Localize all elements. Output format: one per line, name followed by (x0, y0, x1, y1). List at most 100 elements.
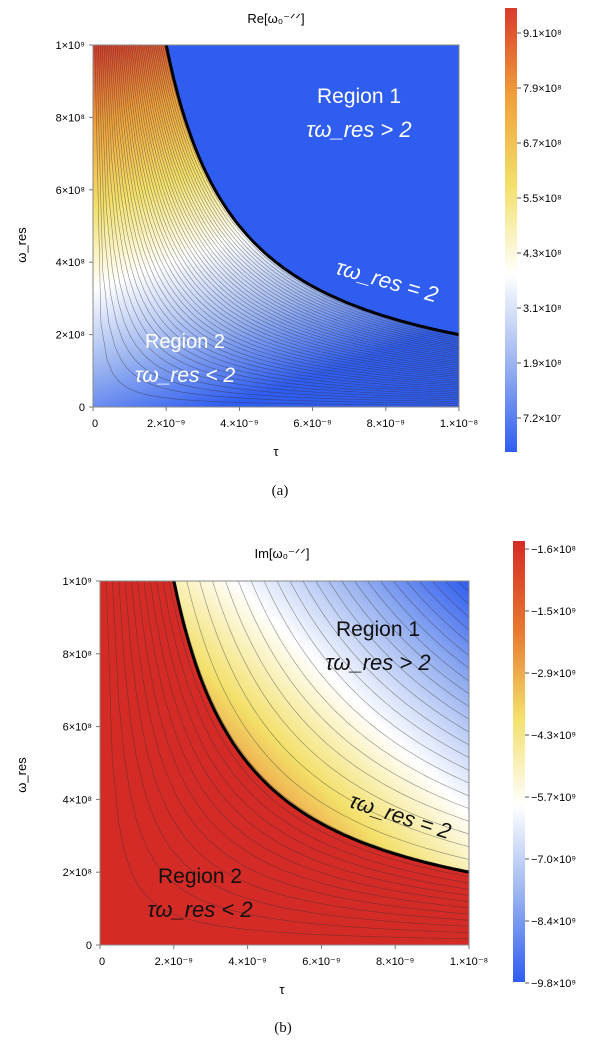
a-contour-line (131, 45, 459, 370)
b-contour-line (469, 426, 613, 581)
panel-b-caption: (b) (274, 1020, 292, 1036)
panel-a-y-label: ω_res (14, 227, 29, 263)
b-contour-line (137, 581, 469, 909)
b-y-tick-label: 4×10⁸ (63, 794, 92, 806)
a-contour-line (138, 45, 459, 363)
a-x-tick-label: 8.×10⁻⁹ (367, 418, 405, 430)
a-contour-line (158, 45, 459, 343)
a-contour-line (164, 45, 459, 337)
b-contour-line (469, 465, 587, 582)
b-colorbar-tick-label: −9.8×10⁹ (531, 978, 576, 990)
a-contour-line (140, 45, 459, 361)
a-contour-line (96, 45, 459, 404)
a-contour-line (107, 45, 459, 393)
panel-a-region-1-inequality: τω_res > 2 (306, 117, 411, 142)
b-y-tick-label: 2×10⁸ (63, 867, 92, 879)
panel-b-plot-frame (99, 580, 470, 946)
b-contour-line (406, 581, 469, 644)
b-colorbar-tick-label: −1.6×10⁸ (531, 544, 576, 556)
b-contour-line (238, 581, 469, 809)
panel-a-colorbar-ticks: 9.1×10⁸ 7.9×10⁸ 6.7×10⁸ 5.5×10⁸ 4.3×10⁸ 3.1×1… (517, 28, 562, 425)
a-contour-line (147, 45, 459, 353)
a-contour-line (133, 45, 459, 368)
b-x-tick-label: 0 (99, 956, 105, 968)
a-contour-line (129, 45, 459, 372)
b-contour-line (469, 439, 613, 581)
b-contour-line (469, 541, 510, 581)
a-contour-line (109, 45, 459, 391)
a-x-tick-label: 0 (92, 418, 98, 430)
b-contour-line (263, 581, 469, 784)
b-x-tick-label: 2.×10⁻⁹ (155, 956, 193, 968)
a-contour-line (123, 45, 459, 377)
b-contour-line (131, 581, 469, 915)
panel-a-contours (94, 45, 459, 406)
panel-a-caption: (a) (272, 483, 289, 499)
b-colorbar-tick-label: −4.3×10⁹ (531, 730, 576, 742)
b-y-tick-label: 6×10⁸ (63, 722, 92, 734)
b-x-tick-label: 1.×10⁻⁸ (450, 956, 488, 968)
b-contour-line (328, 581, 469, 720)
b-y-tick-label: 8×10⁸ (63, 649, 92, 661)
b-contour-line (315, 581, 469, 733)
a-contour-line (142, 45, 459, 359)
a-contour-line (111, 45, 459, 390)
b-contour-line (380, 581, 469, 669)
b-contour-line (212, 581, 469, 835)
a-contour-line (127, 45, 459, 373)
a-contour-line (116, 45, 459, 384)
a-contour-line (98, 45, 459, 402)
a-contour-line (125, 45, 459, 375)
b-x-tick-label: 6.×10⁻⁹ (302, 956, 340, 968)
a-contour-line (145, 45, 459, 355)
b-contour-line (251, 581, 469, 797)
b-contour-line (444, 581, 469, 605)
panel-b-boundary-curve (172, 581, 469, 874)
panel-b-contours (106, 426, 613, 940)
b-contour-line (199, 581, 469, 847)
b-contour-line (112, 581, 469, 933)
b-contour-line (393, 581, 469, 656)
a-contour-line (101, 45, 459, 399)
a-contour-line (154, 45, 459, 346)
a-y-tick-label: 4×10⁸ (56, 257, 85, 269)
a-contour-line (118, 45, 459, 382)
a-contour-line (143, 45, 459, 357)
a-y-tick-label: 2×10⁸ (56, 330, 85, 342)
a-contour-line (100, 45, 459, 401)
b-contour-line (225, 581, 469, 822)
a-x-tick-label: 6.×10⁻⁹ (293, 418, 331, 430)
a-colorbar-tick-label: 5.5×10⁸ (523, 193, 562, 205)
panel-a-x-axis: 0 2.×10⁻⁹ 4.×10⁻⁹ 6.×10⁻⁹ 8.×10⁻⁹ 1.×10⁻⁸ (92, 407, 478, 430)
b-contour-line (168, 581, 469, 878)
b-colorbar-tick-label: −7.0×10⁹ (531, 854, 576, 866)
a-x-tick-label: 1.×10⁻⁸ (440, 418, 478, 430)
a-y-tick-label: 1×10⁹ (56, 40, 86, 52)
a-contour-line (112, 45, 459, 388)
b-contour-line (469, 503, 548, 581)
b-colorbar-tick-label: −5.7×10⁹ (531, 792, 576, 804)
panel-b-region-2-title: Region 2 (158, 865, 242, 888)
a-colorbar-tick-label: 1.9×10⁸ (523, 358, 562, 370)
b-contour-line (457, 581, 469, 593)
b-contour-line (175, 581, 469, 871)
a-y-tick-label: 6×10⁸ (56, 185, 85, 197)
panel-a-boundary-curve (164, 45, 459, 337)
panel-a-title: Re[ω₀⁻ᐟᐟ] (247, 11, 304, 26)
b-contour-line (156, 581, 469, 890)
b-contour-line (124, 581, 469, 921)
a-contour-line (134, 45, 459, 366)
b-contour-line (469, 554, 497, 581)
a-colorbar-tick-label: 4.3×10⁸ (523, 248, 562, 260)
a-colorbar-tick-label: 6.7×10⁸ (523, 138, 562, 150)
a-contour-line (151, 45, 459, 350)
b-contour-line (118, 581, 469, 927)
a-x-tick-label: 2.×10⁻⁹ (147, 418, 185, 430)
a-contour-line (162, 45, 459, 339)
a-contour-line (149, 45, 459, 352)
b-contour-line (354, 581, 469, 695)
b-contour-line (143, 581, 469, 902)
b-contour-line (367, 581, 469, 682)
b-contour-line (469, 516, 535, 582)
